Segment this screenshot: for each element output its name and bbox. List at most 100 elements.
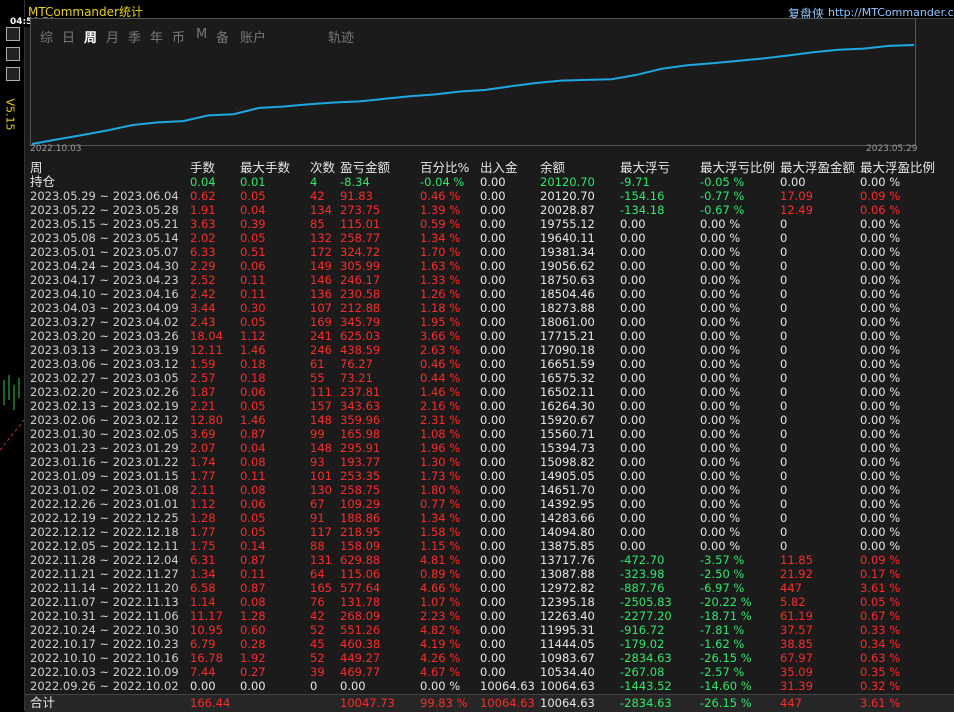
cell: 0.89 % [420, 567, 461, 581]
cell: 136 [310, 287, 332, 301]
cell: 2.52 [190, 273, 216, 287]
cell: 0.00 % [860, 357, 901, 371]
cell: 19640.11 [540, 231, 595, 245]
tab[interactable]: 日 [62, 31, 76, 46]
cell: 101 [310, 469, 332, 483]
cell: 0.60 [240, 623, 266, 637]
cell: 0.00 [480, 567, 506, 581]
cell: 0.00 % [700, 539, 741, 553]
cell: 0.00 % [860, 259, 901, 273]
cell: 0 [780, 427, 788, 441]
cell: 0 [780, 357, 788, 371]
cell: 0.05 [240, 231, 266, 245]
tab[interactable]: 月 [106, 31, 120, 46]
icon[interactable] [6, 27, 20, 41]
cell: 1.46 [240, 413, 266, 427]
cell: 0.00 [480, 175, 506, 189]
period: 2022.11.21 ~ 2022.11.27 [30, 567, 179, 581]
cell: 0.87 [240, 553, 266, 567]
period: 2023.04.10 ~ 2023.04.16 [30, 287, 179, 301]
cell: -8.34 [340, 175, 370, 189]
period: 2022.11.14 ~ 2022.11.20 [30, 581, 179, 595]
tab[interactable]: M [196, 27, 208, 42]
cell: 0.11 [240, 273, 266, 287]
cell: 625.03 [340, 329, 381, 343]
cell: 17.09 [780, 189, 813, 203]
cell: 157 [310, 399, 332, 413]
cell: 0.08 [240, 595, 266, 609]
cell: 0.06 [240, 497, 266, 511]
cell: -154.16 [620, 189, 665, 203]
cell: 0.09 % [860, 189, 901, 203]
cell: 67 [310, 497, 325, 511]
cell: 15560.71 [540, 427, 595, 441]
cell: 52 [310, 651, 325, 665]
cell: 0.00 [480, 343, 506, 357]
period: 2022.12.05 ~ 2022.12.11 [30, 539, 179, 553]
cell: 115.06 [340, 567, 381, 581]
tab[interactable]: 年 [150, 31, 164, 46]
cell: 0.00 [620, 441, 646, 455]
mini-chart [0, 375, 24, 451]
cell: 17090.18 [540, 343, 595, 357]
cell: 0.00 % [700, 315, 741, 329]
cell: 258.75 [340, 483, 381, 497]
brand[interactable]: 复盘侠 [788, 7, 825, 21]
tab[interactable]: 季 [128, 31, 142, 46]
cell: 4.66 % [420, 581, 461, 595]
version: V5.15 [3, 98, 17, 131]
tab[interactable]: 备 [216, 31, 230, 46]
cell: 0.00 [620, 413, 646, 427]
cell: 14392.95 [540, 497, 595, 511]
period: 2023.04.17 ~ 2023.04.23 [30, 273, 179, 287]
tab[interactable]: 轨迹 [328, 31, 355, 46]
cell: -887.76 [620, 581, 665, 595]
cell: 14094.80 [540, 525, 595, 539]
period: 2023.05.01 ~ 2023.05.07 [30, 245, 179, 259]
cell: 0.00 [480, 553, 506, 567]
cell: 16575.32 [540, 371, 595, 385]
cell: 16651.59 [540, 357, 595, 371]
tab[interactable]: 综 [40, 31, 54, 46]
cell: -2505.83 [620, 595, 672, 609]
cell: 55 [310, 371, 325, 385]
cell: 0 [780, 329, 788, 343]
icon[interactable] [6, 67, 20, 81]
cell: 20028.87 [540, 203, 595, 217]
cell: 31.39 [780, 679, 813, 693]
column-header: 余额 [540, 160, 566, 175]
tab[interactable]: 币 [172, 31, 186, 46]
tab[interactable]: 周 [84, 31, 98, 46]
cell: 1.95 % [420, 315, 461, 329]
period: 2023.03.06 ~ 2023.03.12 [30, 357, 179, 371]
cell: 0.39 [240, 217, 266, 231]
cell: 0.00 [620, 385, 646, 399]
url-link[interactable]: http://MTCommander.com [828, 6, 954, 19]
cell: 91 [310, 511, 325, 525]
cell: 305.99 [340, 259, 381, 273]
period: 2022.12.12 ~ 2022.12.18 [30, 525, 179, 539]
cell: 148 [310, 441, 332, 455]
cell: 0 [780, 497, 788, 511]
icon[interactable] [6, 47, 20, 61]
cell: 0.44 % [420, 371, 461, 385]
column-header: 周 [30, 160, 43, 175]
cell: 0 [310, 679, 318, 693]
cell: 1.75 [190, 539, 216, 553]
cell: 19381.34 [540, 245, 595, 259]
cell: -26.15 % [700, 651, 752, 665]
cell: 0.00 % [860, 455, 901, 469]
cell: -0.05 % [700, 175, 745, 189]
tab[interactable]: 账户 [240, 31, 267, 46]
cell: 0.00 [480, 259, 506, 273]
period: 2022.10.24 ~ 2022.10.30 [30, 623, 179, 637]
period: 2022.10.03 ~ 2022.10.09 [30, 665, 179, 679]
cell: 16502.11 [540, 385, 595, 399]
cell: 1.28 [240, 609, 266, 623]
cell: 0.00 [620, 469, 646, 483]
cell: 73.21 [340, 371, 373, 385]
cell: 0.00 % [860, 371, 901, 385]
cell: 42 [310, 609, 325, 623]
cell: 165 [310, 581, 332, 595]
cell: 246 [310, 343, 332, 357]
